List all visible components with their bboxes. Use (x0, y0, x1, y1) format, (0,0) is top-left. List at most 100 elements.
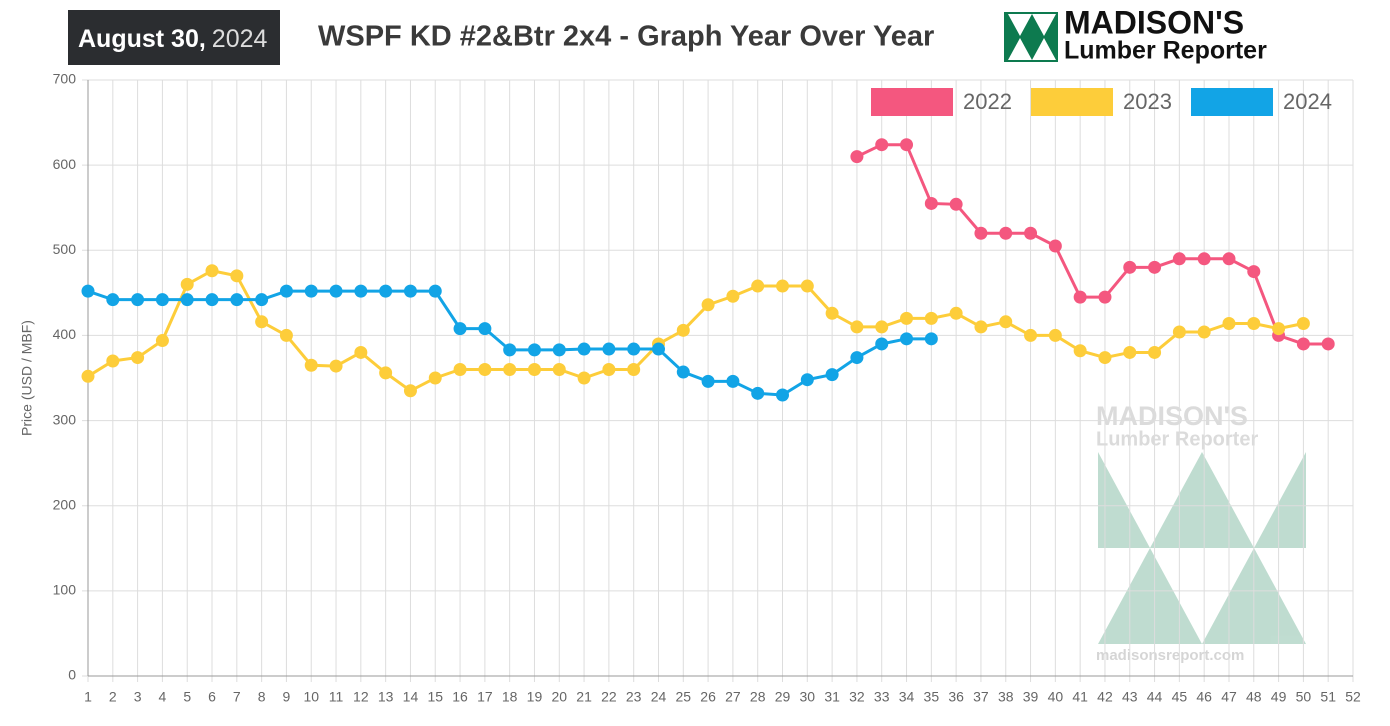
data-point (577, 371, 591, 385)
data-point (1172, 252, 1186, 266)
x-tick-label: 4 (159, 689, 167, 705)
logo-mark (1008, 14, 1056, 60)
data-point (279, 284, 293, 298)
data-point (1148, 345, 1162, 359)
x-tick-label: 5 (183, 689, 191, 705)
x-tick-label: 6 (208, 689, 216, 705)
data-point (527, 362, 541, 376)
data-point (1222, 252, 1236, 266)
x-tick-label: 3 (134, 689, 142, 705)
date-year: 2024 (212, 25, 268, 53)
data-point (999, 226, 1013, 240)
x-tick-label: 1 (84, 689, 92, 705)
legend-swatch (1031, 88, 1113, 116)
data-point (81, 369, 95, 383)
y-tick-label: 200 (53, 496, 77, 512)
data-point (776, 388, 790, 402)
data-point (875, 320, 889, 334)
data-point (602, 362, 616, 376)
data-point (1222, 317, 1236, 331)
data-point (304, 284, 318, 298)
data-point (676, 365, 690, 379)
logo: MADISON'S Lumber Reporter (1004, 4, 1267, 65)
data-point (354, 345, 368, 359)
legend-label: 2022 (963, 89, 1012, 114)
data-point (602, 342, 616, 356)
data-point (1321, 337, 1335, 351)
y-tick-label: 300 (53, 411, 77, 427)
data-point (949, 197, 963, 211)
x-tick-label: 15 (427, 689, 443, 705)
data-point (255, 293, 269, 307)
data-point (453, 362, 467, 376)
y-tick-label: 600 (53, 156, 77, 172)
x-tick-label: 9 (283, 689, 291, 705)
x-tick-label: 46 (1196, 689, 1212, 705)
data-point (627, 342, 641, 356)
data-point (850, 320, 864, 334)
data-point (651, 342, 665, 356)
legend-label: 2024 (1283, 89, 1332, 114)
data-point (255, 315, 269, 329)
data-point (726, 374, 740, 388)
data-point (1098, 290, 1112, 304)
data-point (1048, 328, 1062, 342)
x-tick-label: 13 (378, 689, 394, 705)
data-point (924, 196, 938, 210)
x-tick-label: 12 (353, 689, 369, 705)
data-point (453, 322, 467, 336)
x-tick-label: 27 (725, 689, 741, 705)
x-tick-label: 10 (303, 689, 319, 705)
data-point (478, 322, 492, 336)
series-line (87, 269, 1304, 393)
x-tick-label: 48 (1246, 689, 1262, 705)
data-point (800, 279, 814, 293)
data-point (825, 306, 839, 320)
x-tick-label: 36 (948, 689, 964, 705)
data-point (900, 332, 914, 346)
data-point (230, 269, 244, 283)
data-point (1024, 226, 1038, 240)
data-point (825, 368, 839, 382)
watermark: MADISON'S Lumber Reporter madisonsreport… (1096, 401, 1306, 664)
x-tick-label: 41 (1072, 689, 1088, 705)
watermark-line1: MADISON'S (1096, 401, 1248, 431)
x-tick-label: 45 (1172, 689, 1188, 705)
data-point (379, 284, 393, 298)
chart-title: WSPF KD #2&Btr 2x4 - Graph Year Over Yea… (318, 21, 934, 53)
data-point (205, 293, 219, 307)
data-point (478, 362, 492, 376)
data-point (974, 226, 988, 240)
x-tick-label: 28 (750, 689, 766, 705)
date: August 30, 2024 (78, 25, 268, 53)
x-tick-label: 37 (973, 689, 989, 705)
x-tick-label: 34 (899, 689, 915, 705)
x-tick-label: 40 (1048, 689, 1064, 705)
x-tick-label: 11 (329, 689, 344, 705)
data-point (329, 284, 343, 298)
data-point (701, 374, 715, 388)
data-point (552, 343, 566, 357)
y-tick-label: 100 (53, 582, 77, 598)
x-tick-label: 20 (551, 689, 567, 705)
data-point (1172, 325, 1186, 339)
data-point (924, 311, 938, 325)
x-tick-label: 43 (1122, 689, 1138, 705)
data-point (155, 293, 169, 307)
x-tick-label: 24 (651, 689, 667, 705)
data-point (180, 277, 194, 291)
x-tick-label: 49 (1271, 689, 1287, 705)
legend-swatch (1191, 88, 1273, 116)
data-point (1148, 260, 1162, 274)
data-point (230, 293, 244, 307)
y-tick-label: 700 (53, 71, 77, 87)
data-point (1197, 252, 1211, 266)
data-point (1296, 317, 1310, 331)
data-point (900, 311, 914, 325)
x-tick-label: 52 (1345, 689, 1361, 705)
data-point (875, 337, 889, 351)
legend-label: 2023 (1123, 89, 1172, 114)
data-point (875, 138, 889, 152)
data-point (1098, 351, 1112, 365)
